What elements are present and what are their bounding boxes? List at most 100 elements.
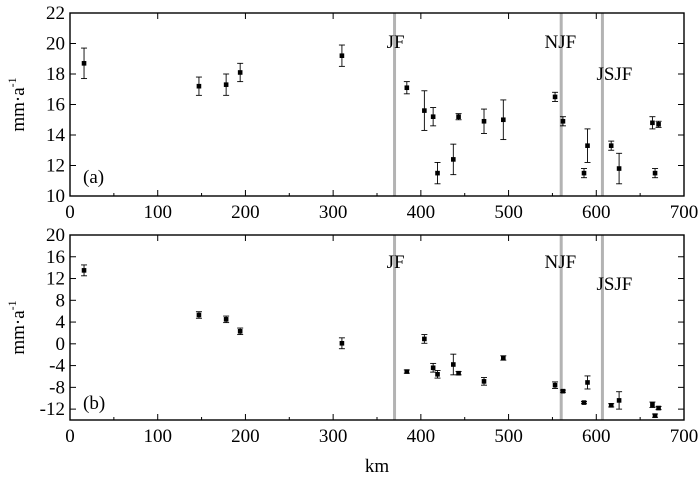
data-marker bbox=[481, 118, 487, 124]
data-point bbox=[581, 400, 588, 405]
data-point bbox=[584, 128, 591, 163]
x-tick-label: 600 bbox=[582, 426, 611, 447]
data-marker bbox=[581, 400, 587, 405]
data-point bbox=[581, 168, 588, 179]
y-tick-label: 14 bbox=[46, 125, 66, 146]
data-marker bbox=[616, 166, 622, 171]
data-marker bbox=[223, 82, 229, 87]
data-marker bbox=[652, 413, 658, 418]
y-axis-title: mm·a-1 bbox=[5, 300, 29, 354]
data-marker bbox=[422, 336, 427, 342]
plot-frame bbox=[69, 12, 685, 197]
x-tick-label: 0 bbox=[65, 426, 75, 447]
data-marker bbox=[456, 370, 461, 376]
data-point bbox=[608, 403, 615, 408]
y-axis-title-superscript: -1 bbox=[5, 300, 19, 310]
data-marker bbox=[237, 70, 243, 75]
data-point bbox=[430, 362, 437, 373]
x-tick-label: 400 bbox=[407, 202, 436, 223]
data-point bbox=[338, 337, 345, 350]
x-tick-label: 200 bbox=[231, 426, 260, 447]
data-marker bbox=[608, 143, 614, 148]
data-marker bbox=[560, 118, 566, 124]
fault-label-jf: JF bbox=[387, 252, 405, 273]
data-point bbox=[450, 143, 457, 176]
x-tick-label: 700 bbox=[670, 202, 699, 223]
data-marker bbox=[501, 355, 506, 361]
data-marker bbox=[196, 83, 202, 89]
data-point bbox=[223, 315, 230, 324]
data-point bbox=[81, 264, 88, 277]
fault-label-jsjf: JSJF bbox=[596, 64, 632, 85]
data-point bbox=[455, 113, 462, 121]
data-marker bbox=[81, 268, 87, 273]
data-point bbox=[559, 116, 566, 127]
data-marker bbox=[552, 94, 558, 100]
data-marker bbox=[404, 369, 410, 374]
data-point bbox=[481, 377, 488, 386]
x-tick-label: 100 bbox=[143, 202, 172, 223]
data-marker bbox=[560, 388, 566, 394]
plot-frame bbox=[69, 234, 685, 421]
data-point bbox=[608, 140, 615, 151]
y-tick-label: 0 bbox=[56, 334, 66, 355]
x-tick-label: 100 bbox=[143, 426, 172, 447]
x-axis-title: km bbox=[365, 456, 390, 477]
data-point bbox=[455, 370, 462, 376]
data-marker bbox=[237, 329, 243, 334]
data-point bbox=[552, 91, 559, 102]
data-marker bbox=[223, 317, 229, 322]
x-tick-label: 500 bbox=[494, 426, 523, 447]
y-axis-title: mm·a-1 bbox=[5, 77, 29, 131]
panel-a-chart: JF NJF JSJF 0 100 200 300 400 500 600 700 10 12 14 16 1… bbox=[5, 3, 698, 223]
fault-label-jsjf: JSJF bbox=[596, 274, 632, 295]
data-point bbox=[616, 391, 623, 410]
data-marker bbox=[81, 61, 87, 66]
x-tick-label: 300 bbox=[319, 426, 348, 447]
y-tick-label: 22 bbox=[46, 3, 65, 24]
data-marker bbox=[456, 114, 461, 119]
x-tick-label: 200 bbox=[231, 202, 260, 223]
data-marker bbox=[656, 122, 661, 127]
panel-tag: (a) bbox=[83, 167, 104, 188]
data-point bbox=[652, 168, 659, 179]
panel-tag: (b) bbox=[83, 393, 105, 414]
x-tick-label: 400 bbox=[407, 426, 436, 447]
data-marker bbox=[422, 108, 427, 113]
y-tick-label: -4 bbox=[49, 356, 65, 377]
data-point bbox=[552, 381, 559, 389]
data-marker bbox=[608, 403, 614, 408]
data-point bbox=[338, 44, 345, 67]
data-marker bbox=[435, 170, 440, 176]
data-marker bbox=[404, 85, 410, 91]
data-marker bbox=[652, 170, 658, 176]
x-tick-label: 300 bbox=[319, 202, 348, 223]
data-marker bbox=[451, 362, 456, 367]
data-marker bbox=[656, 405, 661, 411]
data-point bbox=[649, 401, 656, 408]
data-marker bbox=[650, 120, 655, 126]
data-point bbox=[434, 370, 441, 379]
data-marker bbox=[501, 117, 506, 123]
y-tick-label: 12 bbox=[46, 156, 65, 177]
data-point bbox=[655, 120, 662, 128]
data-point bbox=[421, 90, 428, 131]
data-marker bbox=[430, 365, 436, 371]
y-tick-label: 4 bbox=[56, 312, 66, 333]
data-marker bbox=[585, 380, 590, 385]
data-point bbox=[649, 116, 656, 130]
data-point bbox=[481, 108, 488, 134]
data-point bbox=[223, 73, 230, 96]
y-tick-label: 8 bbox=[56, 290, 66, 311]
data-point bbox=[237, 327, 244, 336]
y-tick-label: 20 bbox=[46, 34, 65, 55]
data-point bbox=[430, 107, 437, 127]
fault-label-njf: NJF bbox=[545, 252, 577, 273]
data-point bbox=[655, 405, 662, 411]
data-point bbox=[616, 152, 623, 185]
data-marker bbox=[650, 402, 655, 408]
data-point bbox=[450, 353, 457, 376]
y-tick-label: 18 bbox=[46, 64, 65, 85]
data-point bbox=[500, 99, 507, 141]
